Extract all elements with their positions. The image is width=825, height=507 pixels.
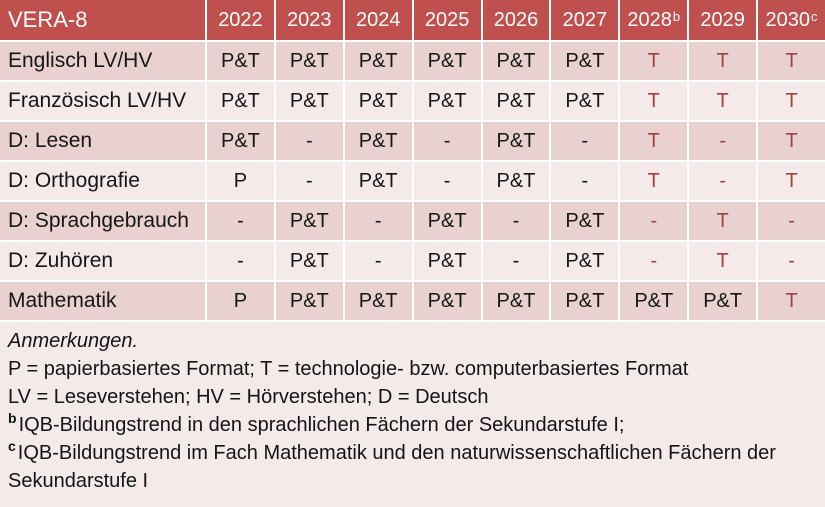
format-cell: P&T [482,82,550,120]
row-label: D: Zuhören [0,242,205,280]
format-cell: T [620,42,688,80]
table-title: VERA-8 [0,0,205,40]
year-header-cell: 2026 [482,0,550,40]
year-header-cell: 2023 [275,0,343,40]
note-superscript: c [8,438,16,455]
format-cell: P [207,282,274,320]
format-cell: - [620,242,688,280]
format-cell: P&T [482,282,550,320]
format-cell: - [413,162,481,200]
format-cell: P&T [275,282,343,320]
format-cell: P&T [551,42,619,80]
format-cell: P [207,162,274,200]
format-cell: - [344,202,412,240]
format-cell: P&T [344,162,412,200]
format-cell: P&T [275,42,343,80]
format-cell: - [758,242,825,280]
format-cell: - [207,242,274,280]
year-header-cell: 2030 c [758,0,825,40]
format-cell: - [620,202,688,240]
format-cell: - [551,162,619,200]
format-cell: - [482,202,550,240]
format-cell: T [689,42,757,80]
note-line: b IQB-Bildungstrend in den sprachlichen F… [8,410,625,436]
format-cell: T [689,82,757,120]
row-label: D: Lesen [0,122,205,160]
format-cell: P&T [413,202,481,240]
year-footnote-marker: c [811,8,818,24]
format-cell: - [344,242,412,280]
format-cell: T [620,162,688,200]
format-cell: T [620,82,688,120]
format-cell: P&T [275,82,343,120]
format-cell: P&T [551,282,619,320]
format-cell: P&T [413,242,481,280]
format-cell: - [551,122,619,160]
format-cell: P&T [207,122,274,160]
notes-block: Anmerkungen. P = papierbasiertes Format;… [0,322,825,507]
format-cell: P&T [207,82,274,120]
format-cell: P&T [344,282,412,320]
format-cell: T [758,282,825,320]
format-cell: - [413,122,481,160]
year-header-cell: 2025 [413,0,481,40]
format-cell: T [620,122,688,160]
format-cell: - [689,122,757,160]
format-cell: P&T [551,82,619,120]
format-cell: T [758,82,825,120]
format-cell: P&T [551,202,619,240]
note-line: c IQB-Bildungstrend im Fach Mathematik un… [8,438,776,492]
row-label: Französisch LV/HV [0,82,205,120]
vera8-table: VERA-8 2022 2023 2024 2025 2026 2027 2028 b 2029… [0,0,825,320]
format-cell: P&T [413,282,481,320]
format-cell: P&T [413,82,481,120]
format-cell: P&T [482,42,550,80]
year-header-cell: 2028 b [620,0,688,40]
note-line: P = papierbasiertes Format; T = technolo… [8,358,689,380]
format-cell: P&T [275,202,343,240]
note-superscript: b [8,410,17,427]
format-cell: P&T [275,242,343,280]
format-cell: P&T [689,282,757,320]
format-cell: - [207,202,274,240]
year-header-cell: 2029 [689,0,757,40]
format-cell: P&T [620,282,688,320]
format-cell: - [482,242,550,280]
year-footnote-marker: b [672,8,681,24]
notes-title: Anmerkungen. [8,330,139,352]
year-header-cell: 2022 [207,0,274,40]
format-cell: P&T [482,122,550,160]
format-cell: P&T [413,42,481,80]
format-cell: T [689,242,757,280]
note-line: LV = Leseverstehen; HV = Hörverstehen; D… [8,386,489,408]
year-header-cell: 2027 [551,0,619,40]
format-cell: T [758,42,825,80]
format-cell: T [758,162,825,200]
format-cell: P&T [207,42,274,80]
row-label: D: Sprachgebrauch [0,202,205,240]
format-cell: T [758,122,825,160]
row-label: Englisch LV/HV [0,42,205,80]
format-cell: P&T [344,42,412,80]
year-header-cell: 2024 [344,0,412,40]
format-cell: P&T [482,162,550,200]
format-cell: P&T [344,82,412,120]
format-cell: T [689,202,757,240]
format-cell: P&T [551,242,619,280]
format-cell: - [758,202,825,240]
format-cell: - [275,162,343,200]
format-cell: - [275,122,343,160]
format-cell: P&T [344,122,412,160]
format-cell: - [689,162,757,200]
row-label: D: Orthografie [0,162,205,200]
row-label: Mathematik [0,282,205,320]
